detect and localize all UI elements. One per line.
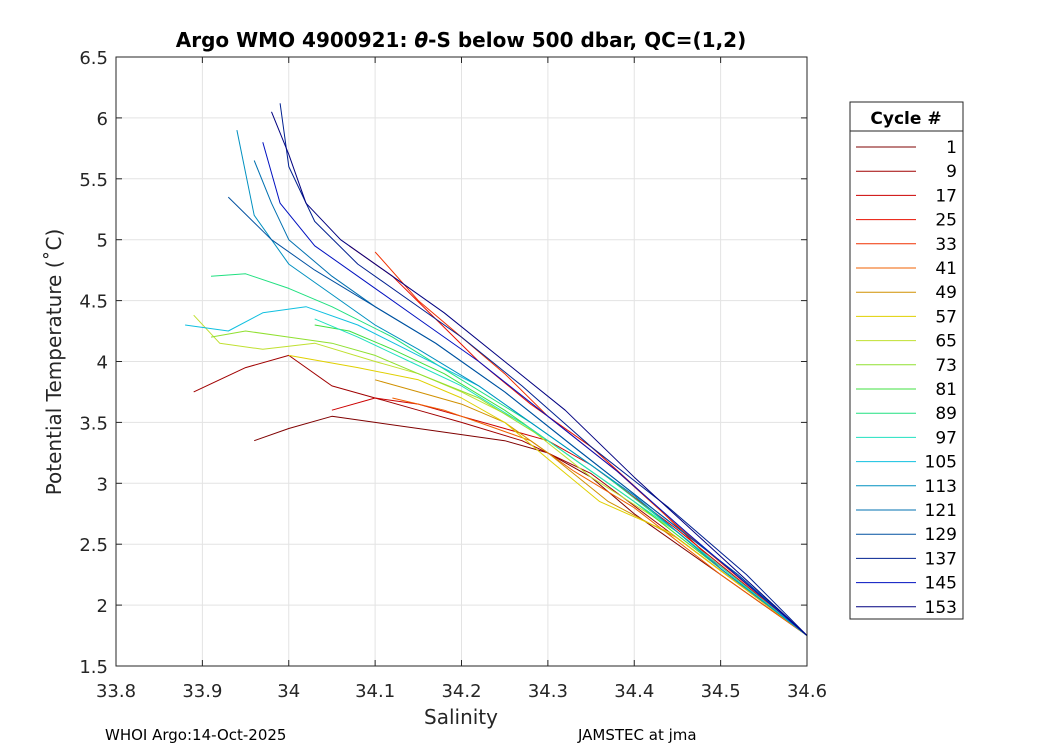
series-line-cycle-25 (348, 245, 808, 636)
x-tick-labels: 33.8 33.9 34 34.1 34.2 34.3 34.4 34.5 34.6 (96, 681, 827, 702)
y-tick-label: 4.5 (79, 292, 108, 313)
legend-label: 121 (925, 501, 957, 521)
legend-label: 145 (925, 574, 957, 594)
y-tick-label: 2 (97, 596, 108, 617)
series-line-cycle-33 (374, 251, 808, 636)
series-line-cycle-1 (254, 415, 808, 636)
series-line-cycle-89 (210, 273, 808, 636)
legend-entries: 1 9 17 25 33 41 49 57 65 73 81 89 97 105 113 121 129 137 1… (856, 138, 957, 618)
series-line-cycle-129 (227, 196, 808, 636)
legend-title: Cycle # (870, 109, 941, 129)
y-tick-label: 5.5 (79, 170, 108, 191)
legend-label: 57 (935, 307, 957, 327)
legend-label: 65 (935, 332, 957, 352)
legend-box (849, 101, 964, 620)
y-tick-label: 1.5 (79, 657, 108, 678)
y-tick-label: 2.5 (79, 535, 108, 556)
series-layer (185, 103, 808, 636)
y-axis-label: Potential Temperature (˚C) (42, 229, 66, 496)
legend-label: 1 (946, 138, 957, 158)
y-tick-label: 6.5 (79, 48, 108, 69)
series-line-cycle-97 (314, 318, 808, 636)
legend-label: 113 (925, 477, 957, 497)
y-tick-label: 3 (97, 474, 108, 495)
x-tick-label: 33.8 (96, 681, 136, 702)
legend-label: 105 (925, 453, 957, 473)
x-tick-label: 33.9 (182, 681, 222, 702)
legend-label: 89 (935, 404, 957, 424)
legend-label: 41 (935, 259, 957, 279)
y-tick-label: 3.5 (79, 413, 108, 434)
x-tick-label: 34 (277, 681, 300, 702)
legend: Cycle # 1 9 17 25 33 41 49 57 65 73 81 89 97 105 113 12… (849, 101, 964, 620)
legend-label: 17 (935, 186, 957, 206)
x-axis-label: Salinity (424, 705, 498, 729)
legend-label: 153 (925, 598, 957, 618)
legend-label: 49 (935, 283, 957, 303)
series-line-cycle-81 (314, 324, 808, 636)
x-tick-label: 34.4 (614, 681, 654, 702)
x-tick-label: 34.3 (528, 681, 568, 702)
legend-label: 25 (935, 211, 957, 231)
x-tick-label: 34.2 (441, 681, 481, 702)
legend-label: 137 (925, 549, 957, 569)
series-line-cycle-57 (288, 354, 808, 636)
ticks (115, 56, 808, 667)
legend-label: 73 (935, 356, 957, 376)
series-line-cycle-49 (374, 379, 808, 636)
legend-label: 81 (935, 380, 957, 400)
series-line-cycle-153 (271, 111, 808, 636)
legend-label: 97 (935, 428, 957, 448)
footer-right-credit: JAMSTEC at jma (578, 726, 697, 744)
series-line-cycle-113 (236, 130, 808, 636)
legend-label: 129 (925, 525, 957, 545)
y-tick-label: 4 (97, 353, 108, 374)
legend-label: 33 (935, 235, 957, 255)
y-tick-labels: 1.5 2 2.5 3 3.5 4 4.5 5 5.5 6 6.5 (79, 48, 108, 678)
series-line-cycle-145 (262, 142, 808, 636)
y-tick-label: 6 (97, 109, 108, 130)
footer-left-credit: WHOI Argo:14-Oct-2025 (105, 726, 287, 744)
legend-label: 9 (946, 162, 957, 182)
x-tick-label: 34.5 (701, 681, 741, 702)
x-tick-label: 34.6 (787, 681, 827, 702)
x-tick-label: 34.1 (355, 681, 395, 702)
chart-title: Argo WMO 4900921: θ-S below 500 dbar, QC… (176, 28, 746, 52)
y-tick-label: 5 (97, 231, 108, 252)
